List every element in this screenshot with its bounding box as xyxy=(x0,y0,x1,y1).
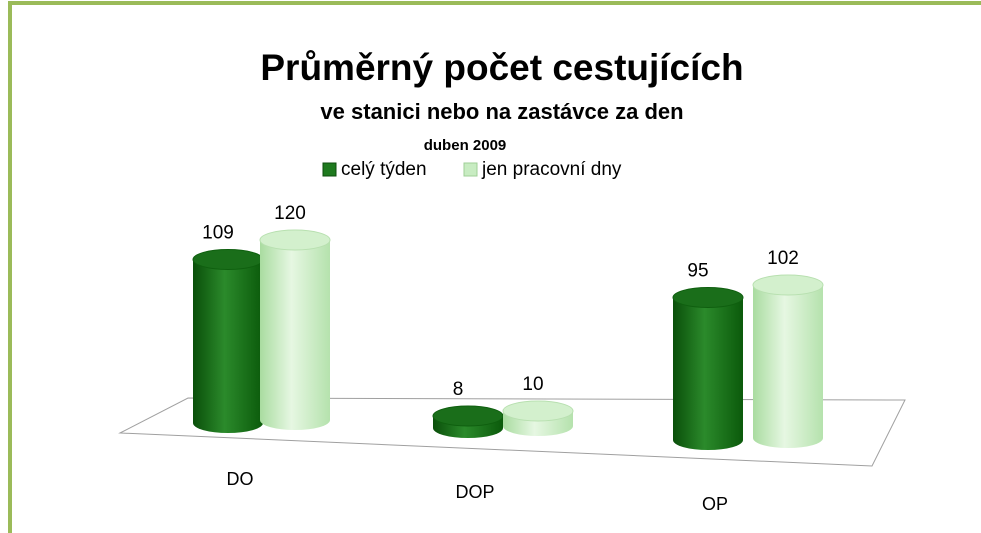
chart-title: Průměrný počet cestujících xyxy=(260,47,743,88)
data-label: 8 xyxy=(453,379,464,400)
bar xyxy=(193,259,263,433)
bar-top xyxy=(502,400,574,422)
bar-top xyxy=(752,274,824,296)
legend-label: celý týden xyxy=(341,159,427,180)
data-label: 95 xyxy=(687,261,708,282)
bar-top xyxy=(432,405,504,427)
chart-subtitle: ve stanici nebo na zastávce za den xyxy=(320,99,683,124)
legend-label: jen pracovní dny xyxy=(481,159,622,180)
x-tick-label: DO xyxy=(227,469,254,489)
frame xyxy=(8,1,981,533)
x-tick-label: DOP xyxy=(455,482,494,502)
bar xyxy=(673,297,743,450)
bar xyxy=(753,285,823,448)
data-label: 10 xyxy=(522,374,543,395)
bar-top xyxy=(192,249,264,270)
data-label: 120 xyxy=(274,203,306,224)
legend-swatch xyxy=(322,162,337,177)
data-label: 102 xyxy=(767,248,799,269)
bar xyxy=(260,240,330,430)
legend-swatch xyxy=(463,162,478,177)
data-label: 109 xyxy=(202,223,234,244)
bar-top xyxy=(259,229,331,251)
chart-subtitle-2: duben 2009 xyxy=(424,137,507,154)
bar-top xyxy=(672,287,744,308)
x-tick-label: OP xyxy=(702,494,728,514)
